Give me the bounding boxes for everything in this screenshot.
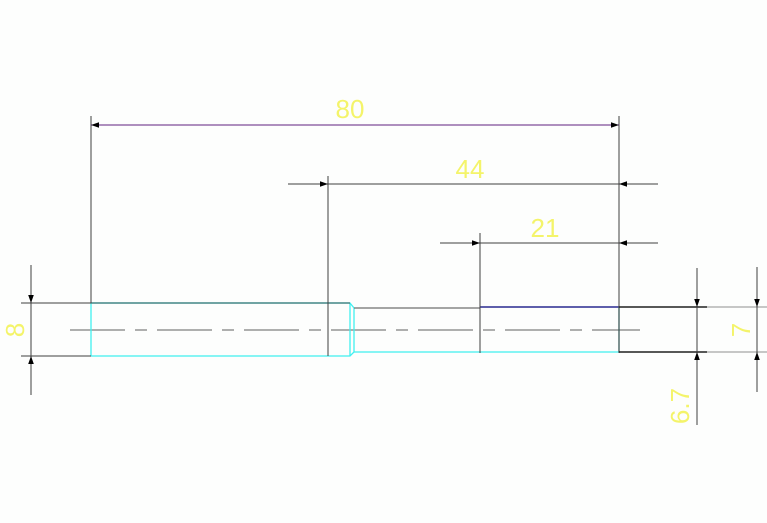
dimension-7: 7 [726,267,760,392]
dimension-text-21: 21 [531,213,560,243]
dimension-text-80: 80 [336,94,365,124]
dimension-21: 21 [440,213,658,246]
dimension-text-44: 44 [456,154,485,184]
dimension-text-8: 8 [0,323,30,337]
dimension-8: 8 [0,265,34,395]
dimension-44: 44 [288,154,658,187]
dimension-80: 80 [91,94,619,128]
dimension-6-7: 6.7 [665,268,700,425]
dimension-text-7: 7 [726,323,756,337]
dimension-text-6-7: 6.7 [665,388,695,424]
extension-lines [21,116,767,357]
